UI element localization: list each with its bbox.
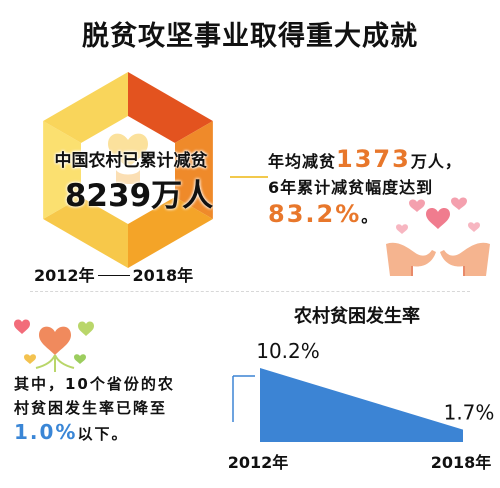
annual-line-2: 6年累计减贫幅度达到: [268, 178, 434, 197]
annual-rate-suffix: 。: [361, 207, 379, 226]
data-label: 1.7%: [444, 401, 495, 425]
heart-icon: [426, 208, 450, 229]
heart-icon: [74, 354, 86, 364]
hands-hearts-illustration: [386, 197, 490, 276]
poverty-rate-chart: 农村贫困发生率 10.2% 1.7% 2012年 2018年: [228, 305, 495, 472]
heart-icon: [409, 199, 425, 212]
annual-prefix: 年均减贫: [268, 152, 337, 171]
annual-line-3: 83.2%。: [268, 201, 500, 230]
chart-title: 农村贫困发生率: [293, 305, 420, 327]
province-value: 1.0%: [14, 420, 78, 444]
province-line-1: 其中，10个省份的农: [14, 375, 175, 393]
heart-icon: [24, 354, 36, 364]
province-line-3: 1.0%以下。: [14, 420, 229, 446]
x-tick-label: 2012年: [228, 453, 289, 472]
hexagon-inner: [81, 116, 175, 224]
x-tick-label: 2018年: [431, 453, 492, 472]
hearts-cluster-illustration: [14, 319, 94, 372]
province-note: 其中，10个省份的农 村贫困发生率已降至 1.0%以下。: [14, 372, 229, 446]
right-hand-icon: [440, 242, 490, 276]
data-label: 10.2%: [256, 339, 320, 363]
left-hand-icon: [386, 242, 436, 276]
heart-icon: [78, 321, 94, 336]
period-dash: [97, 274, 130, 276]
page-title: 脱贫攻坚事业取得重大成就: [82, 21, 418, 52]
province-line-2: 村贫困发生率已降至: [14, 399, 168, 417]
heart-stems: [35, 354, 75, 372]
hexagon-graphic: [43, 72, 213, 268]
annual-rate: 83.2%: [268, 200, 362, 228]
annual-suffix: 万人，: [410, 152, 462, 171]
period-start: 2012年: [34, 266, 95, 285]
heart-icon: [451, 197, 467, 210]
heart-icon: [468, 222, 480, 232]
annual-line-1: 年均减贫1373万人，: [268, 146, 500, 175]
annual-reduction-text: 年均减贫1373万人， 6年累计减贫幅度达到 83.2%。: [268, 146, 500, 230]
hands-icon: [116, 170, 140, 184]
rural-reduction-value: 8239万人: [64, 178, 214, 214]
area-series: [260, 368, 463, 442]
heart-icon: [14, 319, 30, 334]
rural-reduction-label: 中国农村已累计减贫: [54, 151, 208, 171]
period-end: 2018年: [132, 266, 194, 285]
heart-icon: [39, 326, 71, 355]
connector-line: [230, 176, 268, 178]
heart-icon: [108, 133, 148, 168]
annual-value: 1373: [336, 145, 411, 173]
hand-outline: [411, 266, 465, 276]
period-row: 2012年 2018年: [34, 262, 193, 286]
province-suffix: 以下。: [77, 425, 129, 443]
heart-icon: [396, 224, 408, 234]
section-divider: [30, 291, 470, 292]
